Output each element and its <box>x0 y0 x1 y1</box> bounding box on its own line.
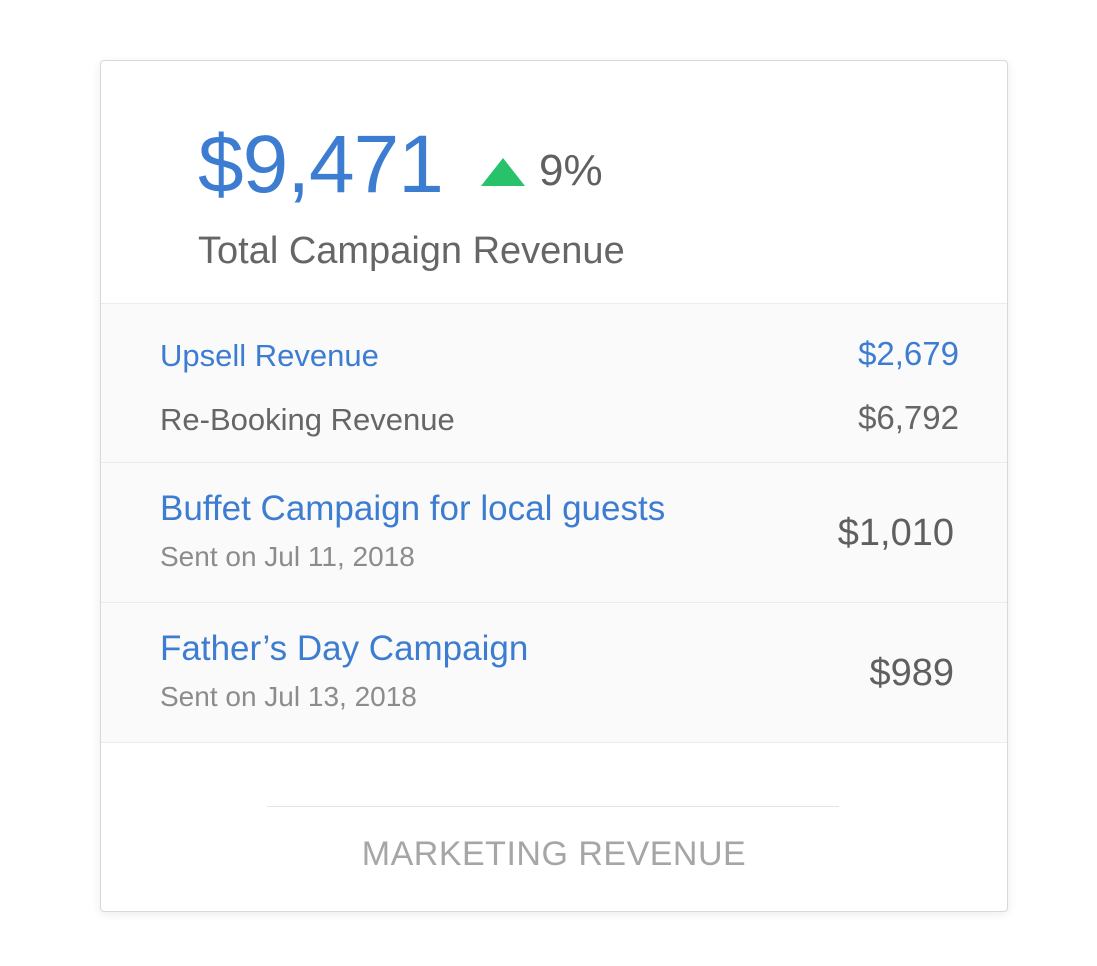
upsell-revenue-link[interactable]: Upsell Revenue <box>160 338 379 373</box>
total-revenue-label: Total Campaign Revenue <box>198 230 625 272</box>
campaign-row: Father’s Day Campaign Sent on Jul 13, 20… <box>101 603 1007 743</box>
revenue-breakdown: Upsell Revenue $2,679 Re-Booking Revenue… <box>101 304 1007 463</box>
campaign-name-link[interactable]: Father’s Day Campaign <box>160 629 529 668</box>
campaign-row: Buffet Campaign for local guests Sent on… <box>101 463 1007 603</box>
card-title: MARKETING REVENUE <box>361 835 747 873</box>
revenue-summary: $9,471 9% Total Campaign Revenue <box>101 61 1007 304</box>
campaign-name-link[interactable]: Buffet Campaign for local guests <box>160 489 666 528</box>
campaign-revenue-value: $989 <box>869 652 954 694</box>
footer-divider <box>267 806 839 807</box>
campaign-revenue-value: $1,010 <box>837 512 954 554</box>
trend-up-arrow-icon <box>481 158 525 186</box>
trend-percent: 9% <box>539 146 603 195</box>
rebooking-revenue-label: Re-Booking Revenue <box>160 402 455 437</box>
rebooking-revenue-value: $6,792 <box>858 399 959 436</box>
marketing-revenue-card: $9,471 9% Total Campaign Revenue Upsell … <box>100 60 1008 912</box>
total-revenue-amount: $9,471 <box>198 119 444 210</box>
campaign-sent-date: Sent on Jul 13, 2018 <box>160 681 417 712</box>
card-footer: MARKETING REVENUE <box>101 744 1007 911</box>
upsell-revenue-value: $2,679 <box>858 335 959 372</box>
campaign-sent-date: Sent on Jul 11, 2018 <box>160 541 415 572</box>
